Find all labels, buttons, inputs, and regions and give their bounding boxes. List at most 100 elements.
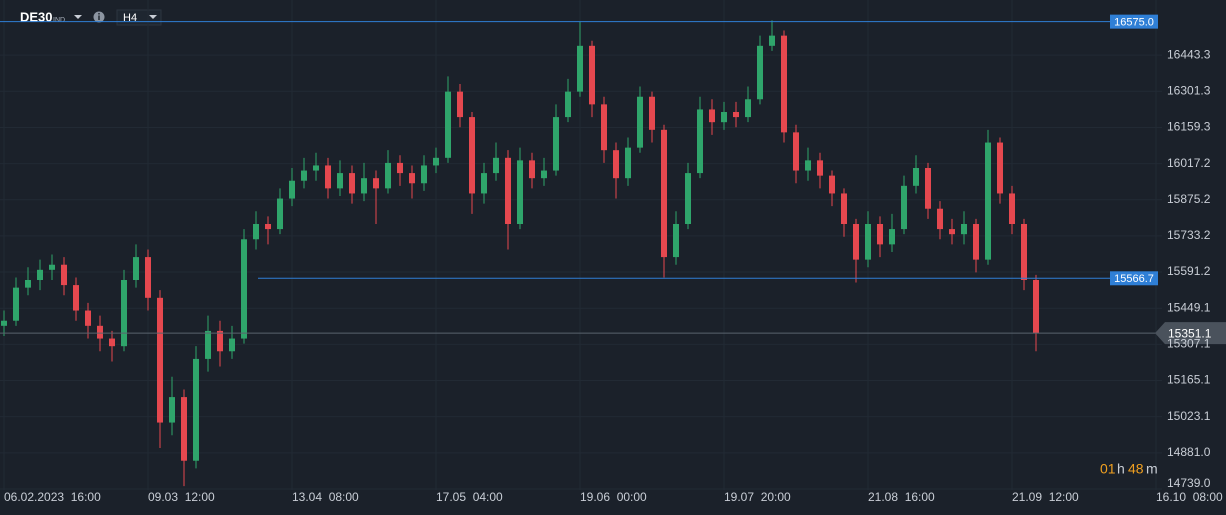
candle-body: [973, 224, 979, 260]
candle-body: [193, 358, 199, 461]
candle-body: [877, 224, 883, 245]
y-tick-label: 15875.2: [1167, 192, 1211, 206]
level-label: 16575.0: [1114, 17, 1154, 29]
candle-body: [121, 280, 127, 347]
y-tick-label: 16159.3: [1167, 120, 1211, 134]
candle-body: [361, 178, 367, 194]
candle-body: [589, 45, 595, 105]
level-tag: [1110, 271, 1158, 286]
candle-body: [13, 287, 19, 321]
candle-body: [577, 45, 583, 92]
symbol[interactable]: DE30: [20, 9, 53, 24]
candle-body: [373, 178, 379, 189]
candle-body: [469, 117, 475, 194]
candle-body: [433, 157, 439, 166]
y-tick-label: 15449.1: [1167, 300, 1211, 314]
candle-body: [805, 160, 811, 171]
candle-body: [49, 264, 55, 270]
timer-minutes: 48: [1128, 461, 1144, 477]
x-tick-label: 13.04 08:00: [292, 490, 359, 504]
y-tick-label: 16017.2: [1167, 156, 1211, 170]
candle-body: [529, 160, 535, 179]
timeframe[interactable]: H4: [123, 12, 137, 24]
y-tick-label: 15733.2: [1167, 228, 1211, 242]
candle-body: [1021, 224, 1027, 280]
x-tick-label: 06.02.2023 16:00: [4, 490, 101, 504]
candle-body: [613, 150, 619, 179]
candle-body: [697, 109, 703, 174]
candle-body: [601, 104, 607, 151]
candle-body: [73, 285, 79, 311]
candle-body: [793, 132, 799, 171]
candle-body: [997, 142, 1003, 194]
candle-body: [145, 257, 151, 298]
candle-body: [985, 142, 991, 260]
y-tick-label: 15165.1: [1167, 373, 1211, 387]
candle-body: [505, 157, 511, 224]
candle-body: [961, 224, 967, 235]
x-tick-label: 21.08 16:00: [868, 490, 935, 504]
candle-body: [781, 35, 787, 133]
candle-body: [733, 112, 739, 118]
candle-body: [445, 91, 451, 158]
candle-body: [385, 162, 391, 189]
candle-body: [133, 257, 139, 280]
candle-body: [229, 338, 235, 352]
x-tick-label: 17.05 04:00: [436, 490, 503, 504]
candle-body: [109, 338, 115, 347]
x-tick-label: 09.03 12:00: [148, 490, 215, 504]
y-tick-label: 15023.1: [1167, 409, 1211, 423]
symbol-caret[interactable]: [74, 15, 82, 19]
candle-body: [661, 129, 667, 258]
candle-body: [205, 330, 211, 359]
candle-body: [493, 157, 499, 174]
y-tick-label: 14739.0: [1167, 476, 1211, 490]
candle-body: [637, 96, 643, 148]
symbol-tag: IND: [53, 17, 65, 24]
candle-body: [673, 224, 679, 258]
candle-body: [901, 185, 907, 230]
candle-body: [1009, 193, 1015, 224]
y-tick-label: 15591.2: [1167, 264, 1211, 278]
current-price-label: 15351.1: [1168, 326, 1212, 340]
candle-body: [157, 297, 163, 423]
candle-body: [289, 180, 295, 199]
info-icon-glyph: [98, 13, 100, 15]
candle-body: [481, 173, 487, 194]
candle-body: [841, 193, 847, 224]
timer-m: m: [1146, 461, 1158, 477]
candle-body: [709, 109, 715, 123]
candle-body: [337, 173, 343, 189]
candle-body: [421, 165, 427, 184]
level-tag: [1110, 14, 1158, 29]
candle-body: [301, 170, 307, 181]
candle-body: [949, 229, 955, 235]
candle-body: [913, 168, 919, 186]
candle-body: [253, 224, 259, 240]
info-icon-glyph: [98, 15, 100, 20]
x-tick-label: 16.10 08:00: [1156, 490, 1223, 504]
candle-body: [769, 35, 775, 46]
y-tick-label: 16443.3: [1167, 47, 1211, 61]
candle-body: [625, 147, 631, 179]
candle-body: [241, 239, 247, 339]
candle-body: [745, 99, 751, 118]
y-tick-label: 15307.1: [1167, 337, 1211, 351]
candle-body: [169, 397, 175, 423]
candle-body: [865, 224, 871, 260]
candle-body: [85, 310, 91, 326]
candle-body: [313, 165, 319, 171]
candle-body: [349, 173, 355, 194]
candle-body: [265, 224, 271, 230]
candle-body: [565, 91, 571, 118]
candle-body: [397, 162, 403, 174]
candle-body: [457, 91, 463, 118]
timer: 01 h 48 m: [1100, 461, 1158, 477]
candle-body: [277, 198, 283, 230]
candle-body: [1033, 280, 1039, 334]
timeframe-caret[interactable]: [149, 15, 157, 19]
current-price-tag: [1155, 322, 1226, 345]
y-tick-label: 16301.3: [1167, 83, 1211, 97]
candle-body: [409, 173, 415, 184]
